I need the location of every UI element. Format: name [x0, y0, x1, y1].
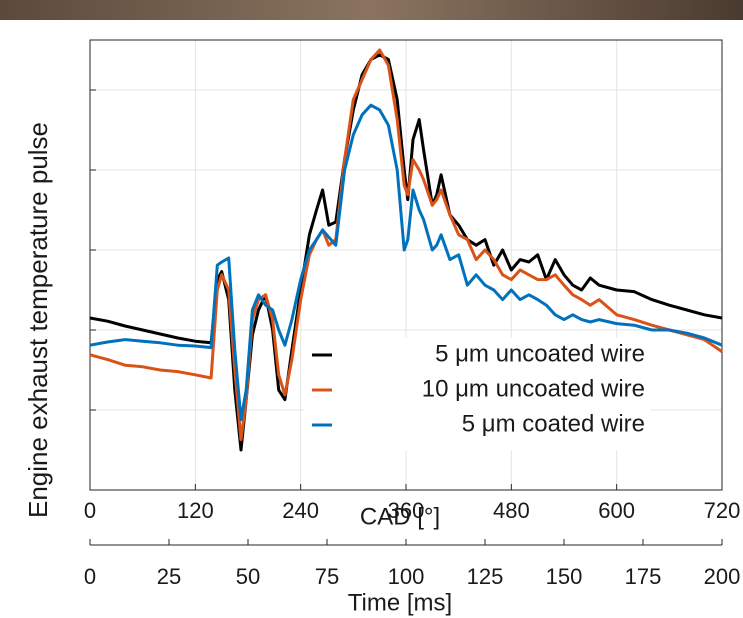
- x2-tick-label: 100: [388, 564, 425, 589]
- x2-tick-label: 200: [704, 564, 741, 589]
- x2-tick-label: 75: [315, 564, 339, 589]
- series-line: [89, 103, 723, 422]
- x-tick-label: 720: [704, 498, 741, 523]
- series-line: [89, 53, 723, 452]
- x2-tick-label: 150: [546, 564, 583, 589]
- plot-frame: [89, 39, 723, 491]
- x2-tick-label: 50: [236, 564, 260, 589]
- legend-box: [304, 337, 651, 451]
- y-axis-label: Engine exhaust temperature pulse: [23, 122, 53, 518]
- x2-tick-label: 175: [625, 564, 662, 589]
- x2-tick-label: 125: [467, 564, 504, 589]
- x-tick-label: 360: [388, 498, 425, 523]
- x-tick-label: 240: [282, 498, 319, 523]
- x2-axis-label: Time [ms]: [348, 589, 452, 616]
- x-tick-label: 120: [177, 498, 214, 523]
- x-tick-label: 0: [84, 498, 96, 523]
- legend-label: 5 μm uncoated wire: [435, 340, 645, 367]
- x-axis-label: CAD [°]: [360, 503, 440, 530]
- legend-label: 10 μm uncoated wire: [422, 375, 645, 402]
- series-line: [89, 48, 723, 442]
- x-tick-label: 600: [598, 498, 635, 523]
- legend-label: 5 μm coated wire: [462, 410, 645, 437]
- photo-strip: [0, 0, 743, 20]
- x2-tick-label: 0: [84, 564, 96, 589]
- x-tick-label: 480: [493, 498, 530, 523]
- x2-tick-label: 25: [157, 564, 181, 589]
